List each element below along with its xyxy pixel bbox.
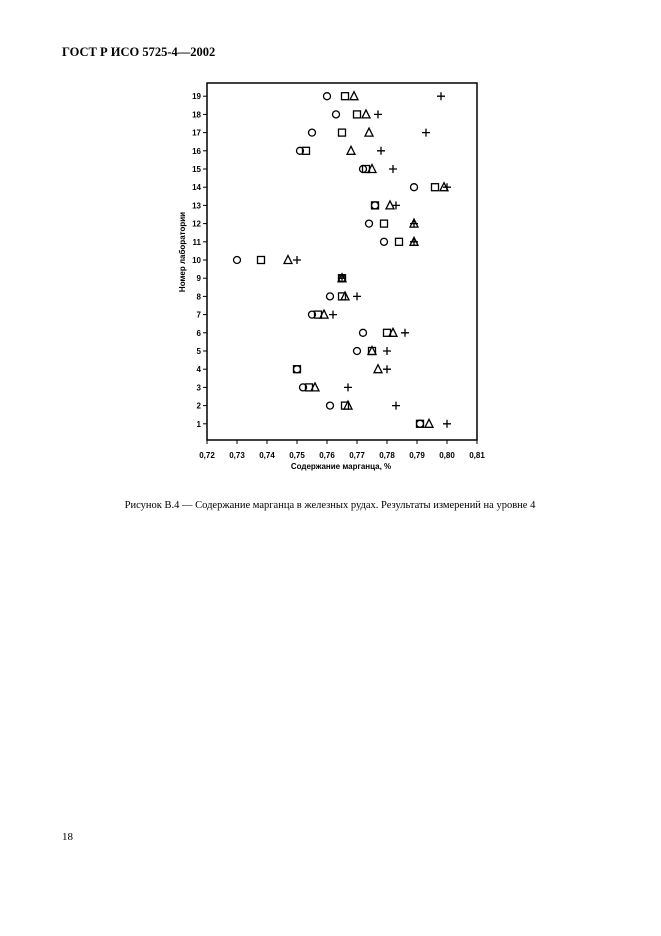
y-tick-label: 11 (193, 238, 202, 247)
y-tick-label: 17 (192, 129, 201, 138)
marker-circle (307, 310, 317, 319)
marker-triangle (372, 363, 384, 374)
marker-circle (352, 346, 362, 356)
marker-circle (379, 237, 389, 246)
marker-triangle (366, 163, 378, 174)
marker-triangle (339, 290, 351, 301)
chart: 0,72 0,73 0,74 0,75 0,76 0,77 0,78 0,79 0,80 0,81… (178, 82, 485, 471)
marker-circle (364, 219, 374, 228)
marker-triangle (387, 326, 399, 337)
marker-triangle (345, 144, 357, 155)
marker-square (340, 92, 350, 101)
marker-circle (298, 383, 308, 392)
marker-plus (437, 92, 445, 101)
header: ГОСТ Р ИСО 5725-4—2002 (62, 45, 215, 59)
y-tick-label: 14 (192, 183, 201, 192)
marker-circle (322, 92, 332, 101)
y-tick-label: 1 (197, 420, 202, 429)
marker-plus (383, 347, 391, 355)
marker-plus (410, 219, 418, 228)
x-tick-label: 0,75 (289, 451, 305, 460)
marker-triangle (360, 108, 372, 119)
caption: Рисунок В.4 — Содержание марганца в желе… (125, 500, 536, 511)
marker-plus (344, 383, 352, 392)
x-tick-label: 0,79 (409, 451, 425, 460)
marker-plus (389, 165, 397, 173)
marker-square (256, 255, 266, 265)
marker-triangle (282, 254, 294, 265)
marker-circle (358, 328, 368, 337)
marker-triangle (318, 308, 330, 319)
page-number: 18 (62, 831, 74, 843)
x-tick-label: 0,73 (229, 451, 245, 460)
y-tick-label: 8 (197, 292, 202, 301)
marker-plus (392, 201, 400, 210)
x-tick-label: 0,80 (439, 451, 455, 460)
y-tick-label: 3 (197, 383, 202, 392)
marker-square (394, 237, 404, 246)
marker-plus (293, 256, 301, 264)
marker-circle (325, 292, 335, 301)
marker-circle (307, 128, 317, 137)
marker-plus (401, 328, 409, 337)
marker-circle (331, 110, 341, 119)
y-tick-label: 19 (192, 92, 201, 101)
marker-square (415, 419, 425, 428)
x-tick-label: 0,74 (259, 451, 275, 460)
y-tick-label: 16 (192, 147, 201, 156)
y-tick-label: 5 (197, 347, 202, 356)
marker-square (337, 128, 347, 137)
marker-triangle (348, 90, 360, 101)
y-tick-label: 13 (192, 201, 201, 210)
marker-plus (377, 146, 385, 155)
marker-plus (374, 110, 382, 119)
marker-plus (329, 310, 337, 319)
marker-square (430, 183, 440, 192)
marker-triangle (309, 381, 321, 392)
x-tick-label: 0,78 (379, 451, 395, 460)
marker-square (379, 219, 389, 228)
marker-triangle (342, 399, 354, 410)
marker-plus (422, 128, 430, 137)
marker-plus (338, 274, 346, 283)
marker-triangle (366, 345, 378, 356)
marker-plus (443, 183, 451, 192)
marker-square (370, 201, 380, 210)
x-axis-label: Содержание марганца, % (291, 462, 391, 471)
marker-circle (295, 146, 305, 155)
y-axis-label: Номер лаборатории (178, 212, 187, 292)
marker-plus (392, 401, 400, 410)
x-tick-label: 0,81 (469, 451, 485, 460)
marker-square (352, 110, 362, 119)
marker-circle (232, 255, 242, 265)
y-tick-label: 12 (192, 220, 201, 229)
y-tick-label: 18 (192, 110, 201, 119)
y-tick-label: 4 (197, 365, 202, 374)
x-tick-label: 0,76 (319, 451, 335, 460)
x-tick-label: 0,77 (349, 451, 365, 460)
marker-square (301, 146, 311, 155)
marker-triangle (423, 417, 435, 428)
marker-triangle (363, 126, 375, 137)
y-tick-label: 10 (192, 256, 201, 265)
marker-square (292, 365, 302, 374)
marker-plus (383, 365, 391, 374)
y-tick-label: 6 (197, 329, 202, 338)
x-tick-label: 0,72 (199, 451, 215, 460)
y-tick-label: 9 (197, 274, 202, 283)
y-tick-label: 15 (192, 165, 201, 174)
marker-circle (409, 183, 419, 192)
plot-frame (206, 82, 478, 441)
marker-plus (410, 237, 418, 246)
y-tick-label: 7 (197, 311, 202, 320)
marker-circle (325, 401, 335, 410)
marker-plus (443, 419, 451, 428)
y-tick-label: 2 (197, 402, 202, 411)
marker-plus (353, 292, 361, 301)
